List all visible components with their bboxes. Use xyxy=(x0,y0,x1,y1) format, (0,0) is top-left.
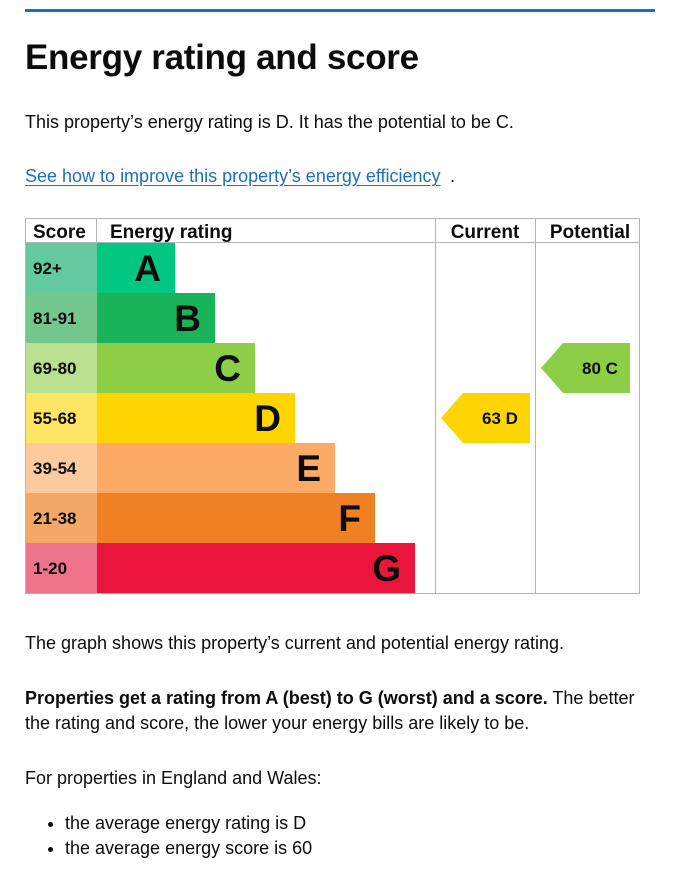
score-range-c: 69-80 xyxy=(33,359,76,378)
rating-letter-a: A xyxy=(134,248,161,289)
score-cell-g xyxy=(25,543,97,593)
rating-bar-d xyxy=(97,393,295,443)
rating-letter-f: F xyxy=(338,498,361,539)
intro-text: This property’s energy rating is D. It h… xyxy=(25,112,514,132)
averages-list: the average energy rating is D the avera… xyxy=(25,811,312,861)
rating-bar-b xyxy=(97,293,215,343)
header-score: Score xyxy=(33,222,86,243)
score-range-a: 92+ xyxy=(33,259,62,278)
score-range-d: 55-68 xyxy=(33,409,76,428)
header-energy-rating: Energy rating xyxy=(110,222,232,243)
rating-explanation-rest: The better the rating and score, the low… xyxy=(25,688,635,733)
averages-intro: For properties in England and Wales: xyxy=(25,768,322,788)
energy-rating-chart: 92+ A 81-91 B 69-80 C 55-68 D 39-54 E 21-38 F 1-20 G … xyxy=(25,218,640,594)
list-item-average-score: the average energy score is 60 xyxy=(65,836,312,861)
rating-letter-d: D xyxy=(254,398,281,439)
score-range-g: 1-20 xyxy=(33,559,67,578)
top-rule xyxy=(25,9,655,12)
rating-letter-e: E xyxy=(296,448,321,489)
improve-efficiency-link[interactable]: See how to improve this property’s energ… xyxy=(25,166,441,186)
rating-bar-c xyxy=(97,343,255,393)
rating-letter-g: G xyxy=(372,548,401,589)
rating-explanation-bold: Properties get a rating from A (best) to… xyxy=(25,688,548,708)
current-rating-label: 63 D xyxy=(482,409,518,428)
potential-rating-label: 80 C xyxy=(582,359,618,378)
rating-explanation: Properties get a rating from A (best) to… xyxy=(25,686,645,736)
graph-note: The graph shows this property’s current … xyxy=(25,633,564,653)
score-cell-e xyxy=(25,443,97,493)
score-range-f: 21-38 xyxy=(33,509,76,528)
score-cell-d xyxy=(25,393,97,443)
improve-link-suffix: . xyxy=(450,166,456,186)
potential-rating-arrow xyxy=(541,343,630,393)
chart-border xyxy=(25,218,640,594)
rating-bar-g xyxy=(97,543,415,593)
current-rating-arrow xyxy=(441,393,530,443)
score-range-b: 81-91 xyxy=(33,309,76,328)
score-cell-a xyxy=(25,243,97,293)
rating-bar-a xyxy=(97,243,175,293)
score-range-e: 39-54 xyxy=(33,459,77,478)
header-potential: Potential xyxy=(550,222,630,243)
rating-letter-b: B xyxy=(174,298,201,339)
page-title: Energy rating and score xyxy=(25,38,419,77)
score-cell-b xyxy=(25,293,97,343)
rating-bar-f xyxy=(97,493,375,543)
score-cell-f xyxy=(25,493,97,543)
rating-letter-c: C xyxy=(214,348,241,389)
score-cell-c xyxy=(25,343,97,393)
list-item-average-rating: the average energy rating is D xyxy=(65,811,312,836)
rating-bar-e xyxy=(97,443,335,493)
header-current: Current xyxy=(451,222,520,243)
